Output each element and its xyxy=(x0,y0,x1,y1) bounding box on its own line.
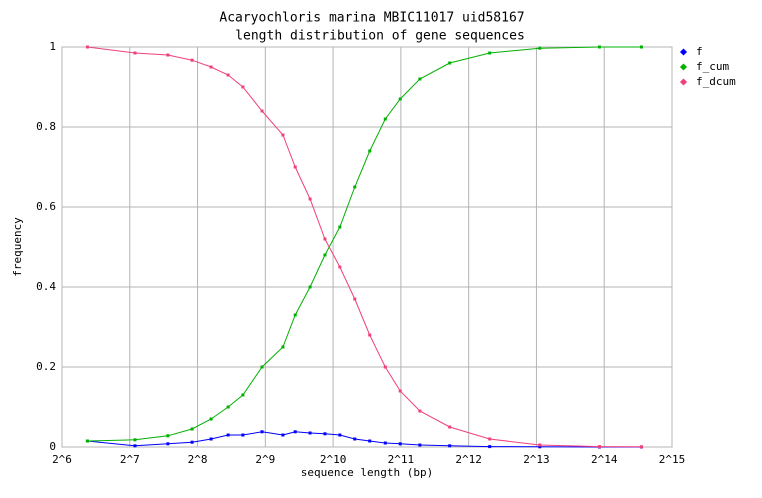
legend-marker xyxy=(679,48,688,56)
point xyxy=(538,443,542,447)
point xyxy=(368,149,372,153)
point xyxy=(226,405,230,409)
point xyxy=(383,441,387,445)
point xyxy=(383,365,387,369)
point xyxy=(448,444,452,448)
x-tick-label: 2^14 xyxy=(591,453,618,466)
point xyxy=(639,445,643,449)
x-tick-label: 2^12 xyxy=(455,453,482,466)
point xyxy=(209,437,213,441)
point xyxy=(398,97,402,101)
point xyxy=(241,393,245,397)
point xyxy=(338,433,342,437)
point xyxy=(226,73,230,77)
legend-marker xyxy=(679,63,688,71)
legend-label: f_dcum xyxy=(696,75,736,88)
point xyxy=(85,45,89,49)
y-tick-label: 0.4 xyxy=(36,280,56,293)
point xyxy=(281,133,285,137)
point xyxy=(538,46,542,50)
point xyxy=(166,53,170,57)
point xyxy=(85,439,89,443)
series-line xyxy=(87,431,642,448)
point xyxy=(488,51,492,55)
point xyxy=(133,444,137,448)
x-tick-label: 2^10 xyxy=(320,453,347,466)
legend-marker xyxy=(679,78,688,86)
chart-subtitle: length distribution of gene sequences xyxy=(235,29,525,44)
point xyxy=(338,265,342,269)
point xyxy=(448,61,452,65)
point xyxy=(398,389,402,393)
y-tick-label: 0 xyxy=(49,440,56,453)
point xyxy=(353,185,357,189)
point xyxy=(133,51,137,55)
point xyxy=(368,333,372,337)
point xyxy=(323,237,327,241)
point xyxy=(538,445,542,449)
point xyxy=(488,437,492,441)
x-tick-label: 2^8 xyxy=(188,453,208,466)
point xyxy=(260,365,264,369)
point xyxy=(281,433,285,437)
y-tick-label: 1 xyxy=(49,40,56,53)
point xyxy=(209,65,213,69)
point xyxy=(353,437,357,441)
point xyxy=(418,443,422,447)
point xyxy=(418,77,422,81)
point xyxy=(293,313,297,317)
y-axis-label: frequency xyxy=(11,217,24,277)
point xyxy=(133,438,137,442)
point xyxy=(308,431,312,435)
point xyxy=(293,430,297,434)
point xyxy=(190,427,194,431)
point xyxy=(597,45,601,49)
legend-label: f xyxy=(696,45,703,58)
point xyxy=(260,430,264,434)
point xyxy=(368,439,372,443)
y-tick-label: 0.8 xyxy=(36,120,56,133)
point xyxy=(190,58,194,62)
plot-area xyxy=(61,46,673,448)
point xyxy=(323,432,327,436)
point xyxy=(241,433,245,437)
point xyxy=(281,345,285,349)
point xyxy=(166,434,170,438)
point xyxy=(308,197,312,201)
legend-label: f_cum xyxy=(696,60,729,73)
x-tick-label: 2^15 xyxy=(659,453,686,466)
point xyxy=(353,297,357,301)
point xyxy=(293,165,297,169)
point xyxy=(448,425,452,429)
point xyxy=(226,433,230,437)
point xyxy=(639,45,643,49)
point xyxy=(166,442,170,446)
chart-title: Acaryochloris marina MBIC11017 uid58167 xyxy=(219,11,524,26)
point xyxy=(398,442,402,446)
x-tick-label: 2^7 xyxy=(120,453,140,466)
point xyxy=(323,253,327,257)
point xyxy=(597,445,601,449)
point xyxy=(190,440,194,444)
series-line xyxy=(87,46,642,448)
point xyxy=(260,109,264,113)
point xyxy=(488,445,492,449)
x-tick-label: 2^13 xyxy=(523,453,550,466)
x-tick-label: 2^6 xyxy=(52,453,72,466)
point xyxy=(418,409,422,413)
point xyxy=(308,285,312,289)
x-axis-label: sequence length (bp) xyxy=(301,466,433,479)
point xyxy=(383,117,387,121)
point xyxy=(338,225,342,229)
y-tick-label: 0.6 xyxy=(36,200,56,213)
x-tick-label: 2^9 xyxy=(255,453,275,466)
point xyxy=(209,417,213,421)
point xyxy=(241,85,245,89)
series-line xyxy=(87,46,642,442)
y-tick-label: 0.2 xyxy=(36,360,56,373)
x-tick-label: 2^11 xyxy=(388,453,415,466)
